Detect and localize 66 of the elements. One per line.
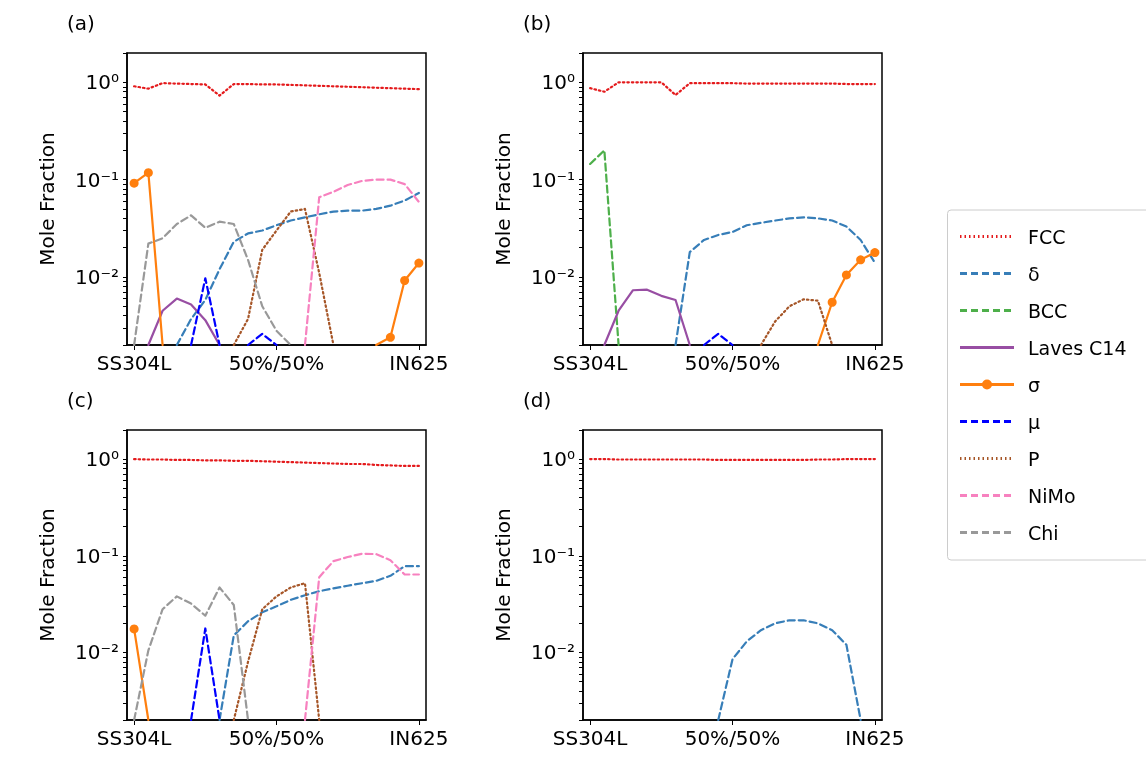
line-series (147, 297, 221, 347)
legend-label: Chi (1028, 521, 1059, 544)
y-axis-title: Mole Fraction (491, 132, 515, 266)
legend-label: Laves C14 (1028, 336, 1127, 359)
chart-title: (c) (67, 388, 94, 412)
x-tick-label: IN625 (389, 351, 449, 375)
line-series (303, 178, 420, 347)
y-tick-label: 10⁻¹ (530, 543, 575, 568)
legend-label: P (1028, 447, 1040, 470)
y-tick-label: 10⁻² (74, 264, 119, 289)
point (400, 275, 410, 285)
point (129, 178, 139, 188)
line-series (133, 586, 250, 722)
point (841, 270, 851, 280)
y-tick-label: 10⁰ (85, 447, 119, 472)
x-tick-label: IN625 (845, 351, 905, 375)
y-axis-title: Mole Fraction (35, 508, 59, 642)
y-axis-title: Mole Fraction (35, 132, 59, 266)
y-tick-label: 10⁰ (541, 447, 575, 472)
x-tick-label: 50%/50% (684, 351, 781, 375)
line-series (133, 458, 420, 468)
point (143, 168, 153, 178)
y-tick-label: 10⁻² (530, 640, 575, 665)
x-tick-label: SS304L (552, 351, 629, 375)
line-series (674, 216, 876, 347)
y-tick-label: 10⁻¹ (530, 167, 575, 192)
point (414, 258, 424, 268)
legend-label: δ (1028, 262, 1040, 285)
line-series (303, 552, 420, 722)
y-tick-label: 10⁻¹ (74, 543, 119, 568)
legend-label: μ (1028, 410, 1041, 433)
point (856, 255, 866, 265)
legend-label: σ (1028, 373, 1041, 396)
line-series (232, 207, 335, 347)
y-tick-label: 10⁰ (85, 70, 119, 95)
x-tick-label: 50%/50% (228, 351, 325, 375)
legend-label: BCC (1028, 299, 1068, 322)
line-series (133, 214, 292, 347)
x-tick-label: 50%/50% (684, 726, 781, 750)
chart-title: (a) (67, 11, 95, 35)
y-axis-title: Mole Fraction (491, 508, 515, 642)
line-series (175, 191, 420, 347)
x-tick-label: SS304L (552, 726, 629, 750)
line-series (232, 582, 321, 722)
line-series (717, 619, 862, 722)
legend-label: FCC (1028, 225, 1066, 248)
line-series (133, 82, 420, 97)
line-series (589, 81, 876, 97)
x-tick-label: 50%/50% (228, 726, 325, 750)
x-tick-label: SS304L (96, 726, 173, 750)
x-tick-label: SS304L (96, 351, 173, 375)
y-tick-label: 10⁻² (74, 640, 119, 665)
y-tick-label: 10⁰ (541, 70, 575, 95)
line-series (759, 298, 834, 347)
legend-label: NiMo (1028, 484, 1076, 507)
chart-title: (d) (523, 388, 552, 412)
x-tick-label: IN625 (845, 726, 905, 750)
y-tick-label: 10⁻² (530, 264, 575, 289)
point (827, 297, 837, 307)
point (870, 248, 880, 258)
line-series (218, 565, 420, 722)
chart-title: (b) (523, 11, 552, 35)
y-tick-label: 10⁻¹ (74, 167, 119, 192)
point (385, 332, 395, 342)
line-series (603, 288, 691, 347)
x-tick-label: IN625 (389, 726, 449, 750)
